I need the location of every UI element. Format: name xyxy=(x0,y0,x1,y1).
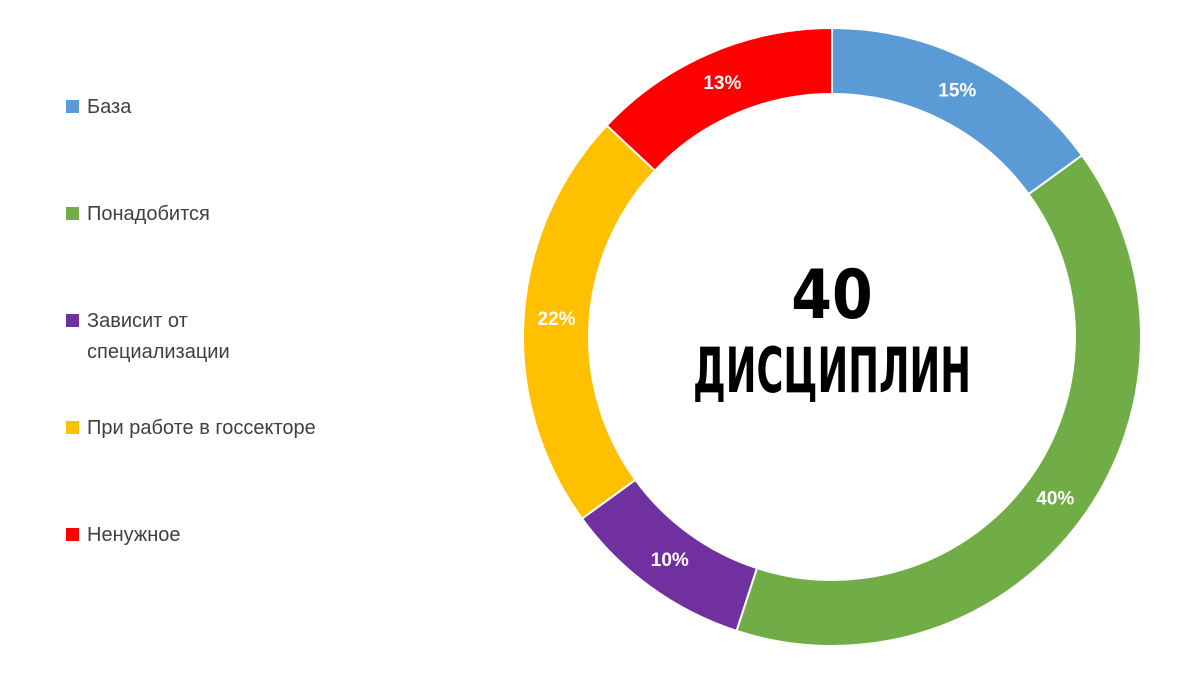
legend-item: При работе в госсекторе xyxy=(66,413,367,444)
legend-swatch xyxy=(66,528,79,541)
donut-data-labels: 15% 40% 10% 22% 13% xyxy=(538,73,1075,571)
legend-swatch xyxy=(66,207,79,220)
center-caption: ДИСЦИПЛИН xyxy=(693,334,971,407)
legend-swatch xyxy=(66,421,79,434)
slice-data-label: 10% xyxy=(651,550,689,571)
legend-label: При работе в госсекторе xyxy=(87,417,316,439)
legend-item: База xyxy=(66,92,367,123)
legend-label: База xyxy=(87,96,132,118)
legend-swatch xyxy=(66,314,79,327)
center-number: 40 xyxy=(791,255,872,334)
legend-swatch xyxy=(66,100,79,113)
legend-item: Ненужное xyxy=(66,520,367,551)
donut-slice xyxy=(605,26,833,173)
slice-data-label: 15% xyxy=(938,81,976,102)
legend-label: Ненужное xyxy=(87,524,181,546)
legend-item: Понадобится xyxy=(66,199,367,230)
legend: База Понадобится Зависит от специализации П… xyxy=(66,0,386,675)
donut-slice xyxy=(735,153,1142,647)
slice-data-label: 40% xyxy=(1036,489,1074,510)
donut-slice xyxy=(831,26,1084,196)
slice-data-label: 13% xyxy=(703,73,741,94)
slice-data-label: 22% xyxy=(538,309,576,330)
legend-label: Зависит от специализации xyxy=(87,310,230,363)
legend-item: Зависит от специализации xyxy=(66,306,237,368)
donut-slices xyxy=(522,26,1142,647)
legend-label: Понадобится xyxy=(87,203,210,225)
